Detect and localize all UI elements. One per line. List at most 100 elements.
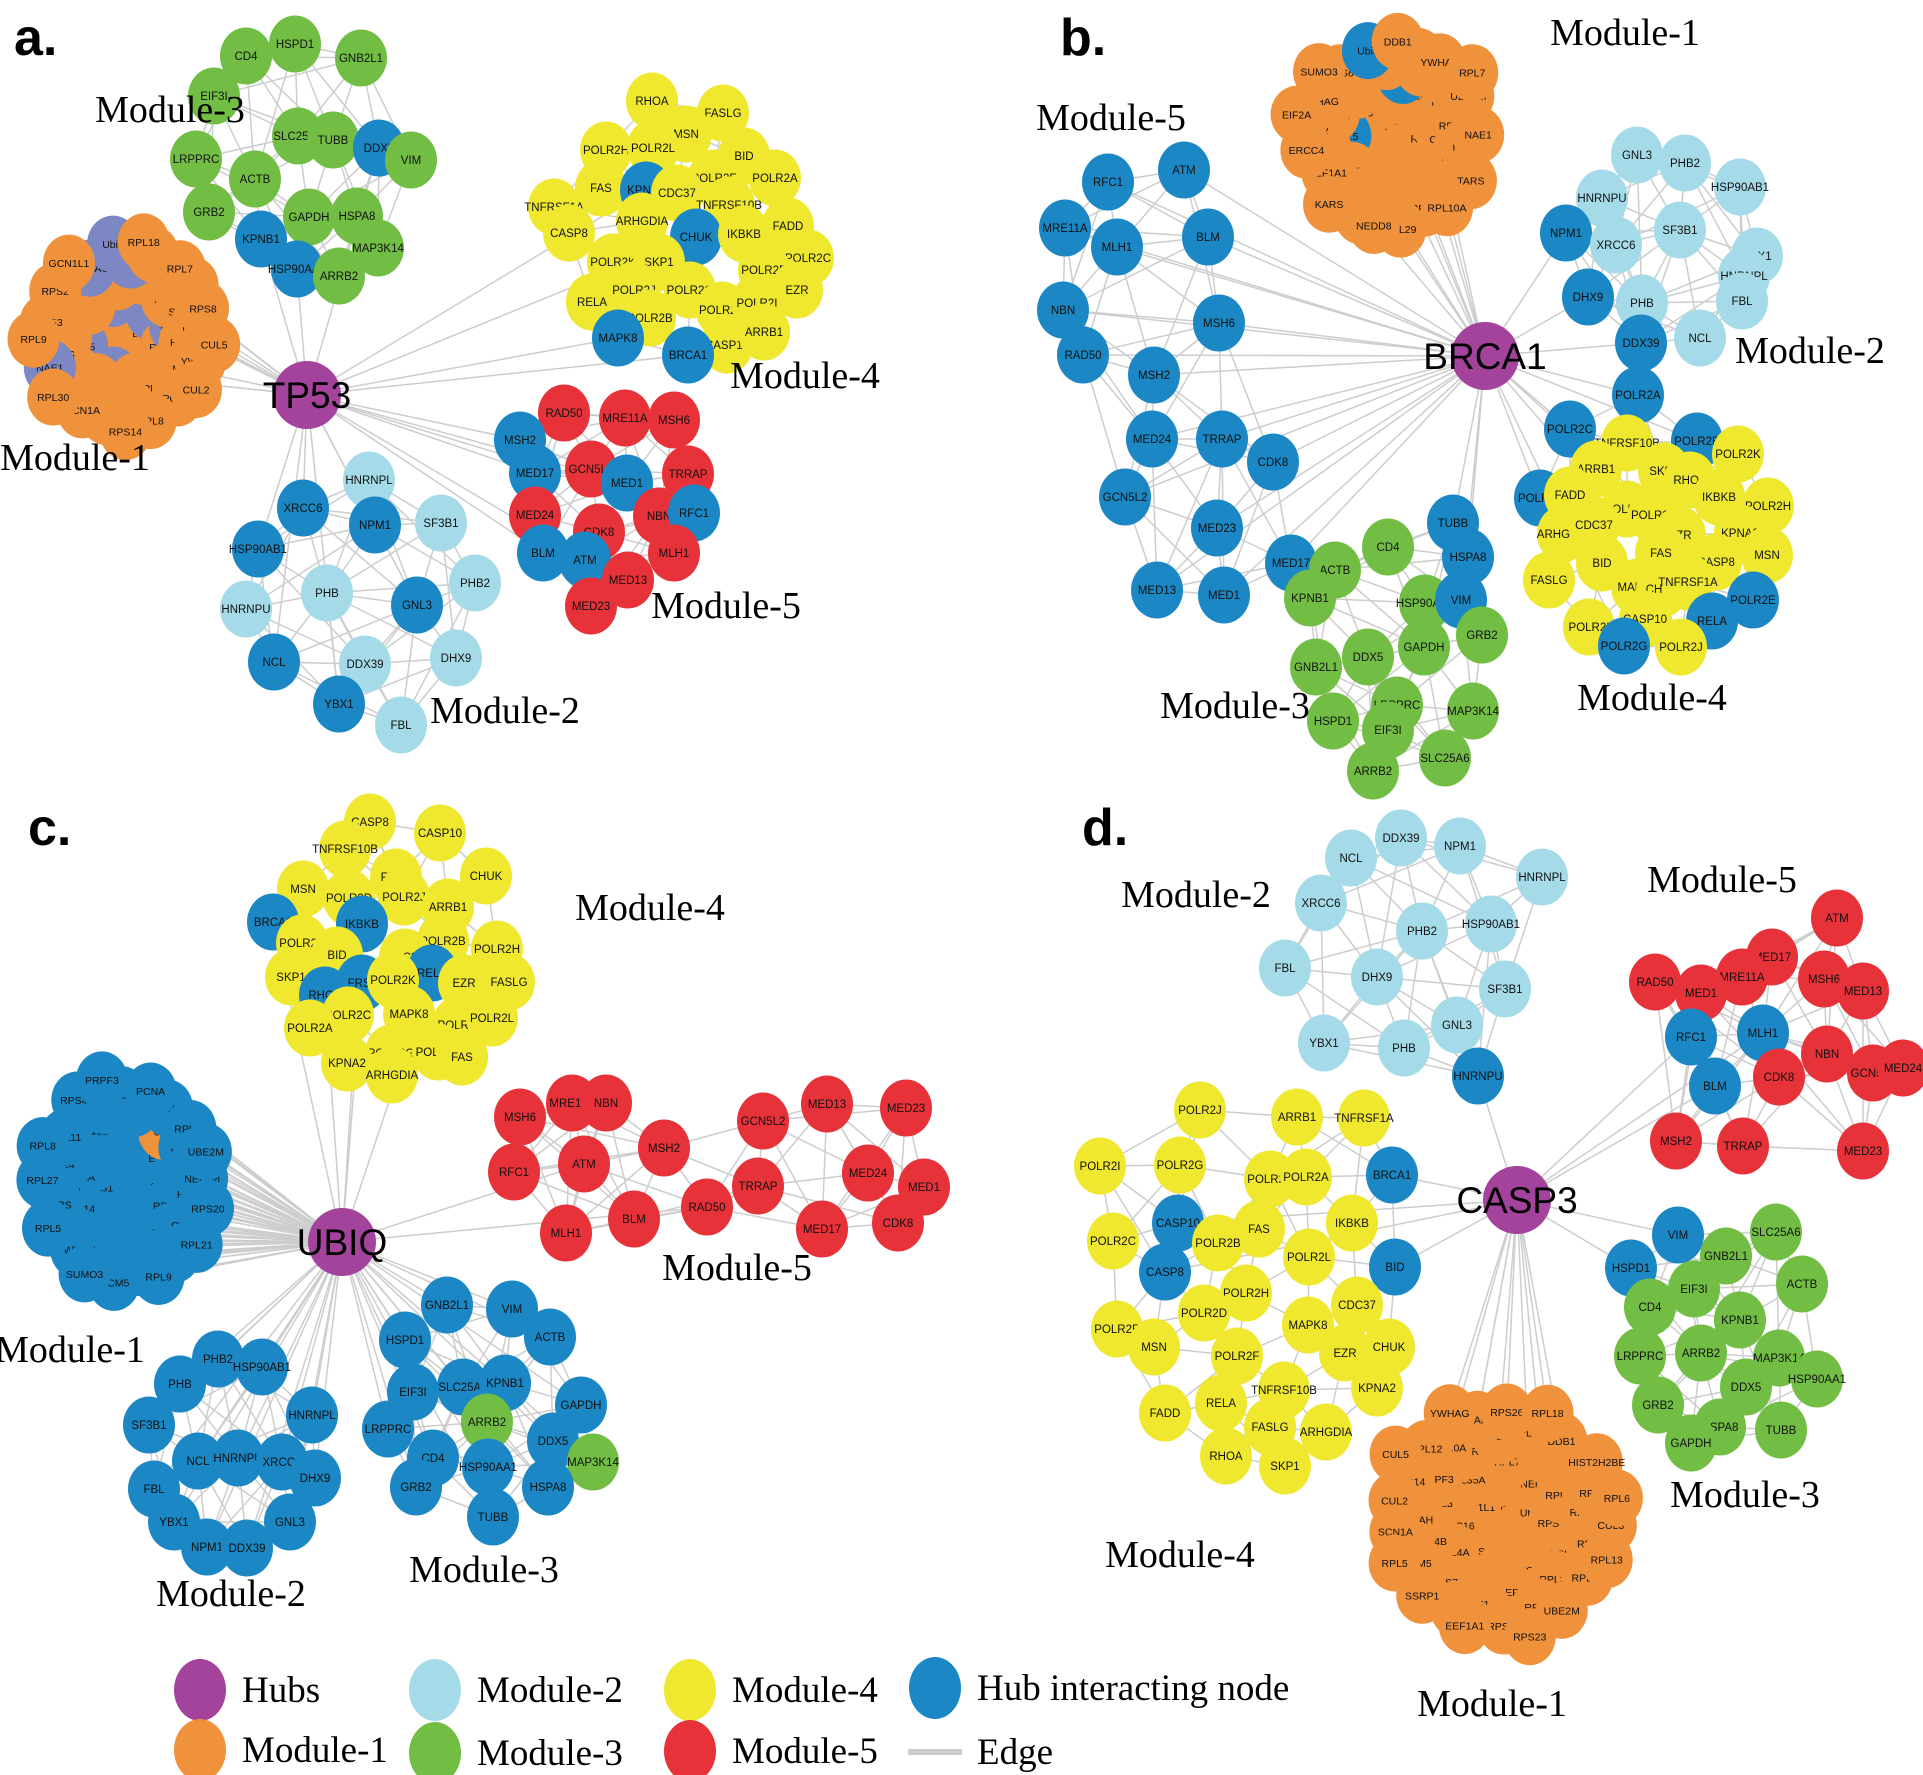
label: Module-5 xyxy=(651,585,801,627)
node-circle xyxy=(1791,1350,1843,1408)
label: ATM xyxy=(572,1159,595,1171)
node-SF3B1: SF3B1 xyxy=(1479,960,1531,1018)
node-ATM: ATM xyxy=(558,1135,610,1193)
node-MED17: MED17 xyxy=(509,444,561,502)
label: NPM1 xyxy=(1444,841,1476,853)
node-RAD50: RAD50 xyxy=(1629,953,1681,1011)
node-circle xyxy=(1801,1025,1853,1083)
label: Hub interacting node xyxy=(977,1668,1289,1709)
node-NEDD8: NEDD8 xyxy=(1347,196,1400,254)
node-ACTB: ACTB xyxy=(229,150,281,208)
label: YBX1 xyxy=(1309,1038,1338,1050)
node-HNRNPU: HNRNPU xyxy=(220,580,272,638)
node-MSH6: MSH6 xyxy=(648,391,700,449)
label: YBX1 xyxy=(324,699,353,711)
label: HNRNPL xyxy=(288,1410,336,1422)
node-MED24: MED24 xyxy=(1126,410,1178,468)
node-DDX39: DDX39 xyxy=(1615,314,1667,372)
node-circle xyxy=(575,159,627,217)
node-HSP90AB1: HSP90AB1 xyxy=(1711,158,1769,216)
node-circle xyxy=(1270,85,1323,143)
node-circle xyxy=(737,1092,789,1150)
label: Module-4 xyxy=(732,1670,878,1711)
node-BLM: BLM xyxy=(517,524,569,582)
label: Module-1 xyxy=(0,437,150,479)
node-RFC1: RFC1 xyxy=(1665,1008,1717,1066)
node-SF3B1: SF3B1 xyxy=(415,494,467,552)
legend-item-module-2: Module-2 xyxy=(409,1659,623,1721)
node-circle xyxy=(283,188,335,246)
label: BLM xyxy=(531,548,555,560)
node-circle xyxy=(1282,1296,1334,1354)
node-circle xyxy=(1128,1318,1180,1376)
node-circle xyxy=(212,1429,264,1487)
label: ACTB xyxy=(1320,565,1351,577)
node-EZR: EZR xyxy=(771,261,823,319)
label: NBN xyxy=(1051,305,1075,317)
label: BRCA1 xyxy=(1373,1170,1411,1182)
label: MED24 xyxy=(1884,1063,1923,1075)
label: GNB2L1 xyxy=(425,1300,469,1312)
label: MSH2 xyxy=(1660,1136,1692,1148)
label: CD4 xyxy=(1638,1302,1662,1314)
node-circle xyxy=(1431,996,1483,1054)
node-circle xyxy=(1366,1146,1418,1204)
label: TUBB xyxy=(1766,1425,1797,1437)
label: BID xyxy=(1592,558,1611,570)
label: DDX5 xyxy=(538,1436,569,1448)
node-circle xyxy=(1342,628,1394,686)
node-DHX9: DHX9 xyxy=(1351,948,1403,1006)
node-RPS14: RPS14 xyxy=(99,403,152,461)
label: MRE11A xyxy=(1042,223,1087,235)
label: XRCC6 xyxy=(1597,240,1636,252)
label: MLH1 xyxy=(1748,1028,1779,1040)
node-circle xyxy=(1195,1374,1247,1432)
node-circle xyxy=(592,309,644,367)
legend-item-module-3: Module-3 xyxy=(409,1722,623,1775)
node-circle xyxy=(1378,1019,1430,1077)
node-circle xyxy=(1655,618,1707,676)
node-circle xyxy=(1456,606,1508,664)
label: EIF2A xyxy=(1282,109,1311,121)
node-GAPDH: GAPDH xyxy=(283,188,335,246)
label: IKBKB xyxy=(727,229,761,241)
legend-item-edge: Edge xyxy=(908,1732,1053,1773)
label: MLH1 xyxy=(659,548,690,560)
label: HIST2H2BE xyxy=(1568,1457,1625,1469)
label: RAD50 xyxy=(1636,977,1673,989)
label: MED23 xyxy=(887,1103,925,1115)
label: RAD50 xyxy=(688,1202,725,1214)
label: UBE2M xyxy=(1544,1605,1580,1617)
label: PHB xyxy=(1392,1043,1416,1055)
node-KPNA2: KPNA2 xyxy=(1351,1359,1403,1417)
node-TRRAP: TRRAP xyxy=(1717,1117,1769,1175)
label: XRCC6 xyxy=(1302,898,1341,910)
node-circle xyxy=(379,1311,431,1369)
label: Module-3 xyxy=(409,1549,559,1591)
node-circle xyxy=(236,1338,288,1396)
hub-UBIQ: UBIQ xyxy=(297,1208,387,1276)
label: CHUK xyxy=(1373,1342,1406,1354)
label: EZR xyxy=(453,978,476,990)
label: Module-4 xyxy=(575,887,725,929)
node-circle xyxy=(430,629,482,687)
node-circle xyxy=(1650,1112,1702,1170)
node-circle xyxy=(1233,1200,1285,1258)
node-CD4: CD4 xyxy=(220,27,272,85)
label: TRRAP xyxy=(669,469,708,481)
node-ARRB1: ARRB1 xyxy=(738,303,790,361)
node-DDX39: DDX39 xyxy=(221,1519,273,1577)
node-POLR2L: POLR2L xyxy=(627,119,679,177)
node-circle xyxy=(517,524,569,582)
label: TUBB xyxy=(318,135,349,147)
node-circle xyxy=(1590,216,1642,274)
node-HNRNPU: HNRNPU xyxy=(212,1429,264,1487)
node-CASP10: CASP10 xyxy=(414,804,466,862)
label: FBL xyxy=(390,720,412,732)
node-circle xyxy=(1590,1469,1643,1527)
node-MED13: MED13 xyxy=(602,551,654,609)
node-SF3B1: SF3B1 xyxy=(1654,201,1706,259)
node-HSP90AB1: HSP90AB1 xyxy=(233,1338,291,1396)
label: POLR2L xyxy=(631,143,676,155)
node-FAS: FAS xyxy=(436,1028,488,1086)
